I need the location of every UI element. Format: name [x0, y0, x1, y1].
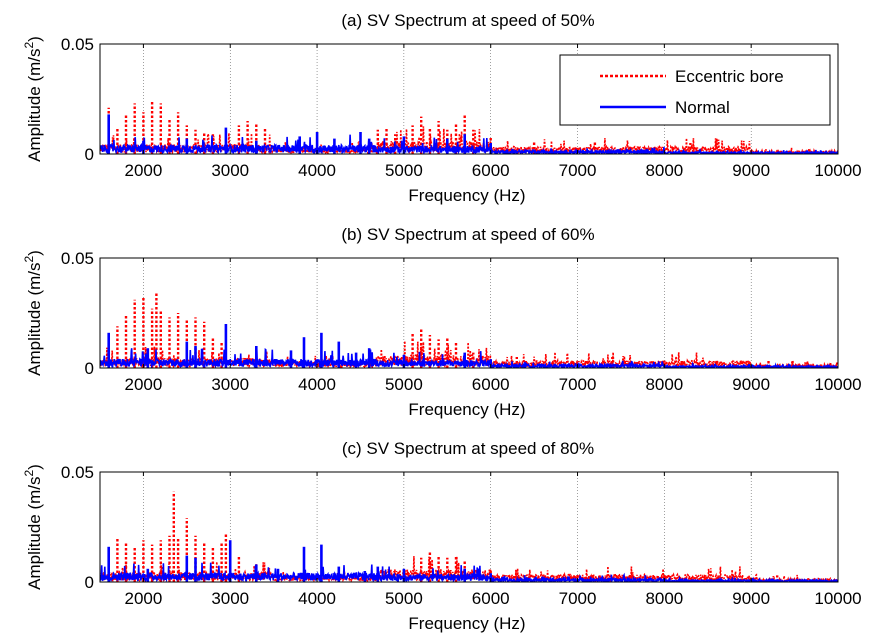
- subplot-title: (a) SV Spectrum at speed of 50%: [341, 11, 594, 30]
- x-tick-label: 2000: [124, 589, 162, 608]
- x-tick-label: 4000: [298, 589, 336, 608]
- x-axis-label: Frequency (Hz): [408, 186, 525, 205]
- x-tick-label: 7000: [559, 375, 597, 394]
- y-axis-label-text: Amplitude (m/s: [25, 262, 44, 375]
- x-tick-label: 9000: [732, 589, 770, 608]
- y-tick-label: 0: [85, 359, 94, 378]
- y-tick-label: 0: [85, 145, 94, 164]
- y-axis-label: Amplitude (m/s2): [22, 464, 44, 590]
- y-axis-label-sup: 2: [22, 469, 36, 476]
- x-tick-label: 6000: [472, 375, 510, 394]
- x-tick-label: 6000: [472, 589, 510, 608]
- y-axis-label-close: ): [25, 250, 44, 256]
- y-axis-label-text: Amplitude (m/s: [25, 48, 44, 161]
- x-axis-label: Frequency (Hz): [408, 614, 525, 633]
- subplot-b: 2000 3000 4000 5000 6000 7000 8000 9000 10000 0 0.…: [22, 225, 862, 419]
- x-tick-label: 8000: [645, 161, 683, 180]
- x-tick-label: 3000: [211, 161, 249, 180]
- y-tick-label: 0.05: [61, 35, 94, 54]
- x-axis-label: Frequency (Hz): [408, 400, 525, 419]
- series-normal-line: [100, 347, 838, 368]
- x-tick-label: 2000: [124, 375, 162, 394]
- y-axis-label-close: ): [25, 36, 44, 42]
- series-normal-line: [100, 562, 838, 582]
- y-tick-label: 0.05: [61, 463, 94, 482]
- x-tick-label: 5000: [385, 375, 423, 394]
- legend: Eccentric bore Normal: [559, 54, 831, 126]
- legend-box: [559, 54, 831, 126]
- x-tick-label: 2000: [124, 161, 162, 180]
- y-axis-label-sup: 2: [22, 255, 36, 262]
- legend-label-normal: Normal: [675, 98, 730, 117]
- axes-box: [99, 471, 839, 583]
- x-tick-label: 10000: [814, 375, 861, 394]
- x-tick-label: 8000: [645, 589, 683, 608]
- x-tick-label: 4000: [298, 161, 336, 180]
- subplot-title: (c) SV Spectrum at speed of 80%: [342, 439, 594, 458]
- x-tick-label: 6000: [472, 161, 510, 180]
- x-tick-label: 3000: [211, 589, 249, 608]
- legend-label-eccentric-bore: Eccentric bore: [675, 67, 784, 86]
- x-tick-label: 4000: [298, 375, 336, 394]
- y-axis-label-text: Amplitude (m/s: [25, 476, 44, 589]
- x-tick-label: 9000: [732, 161, 770, 180]
- y-tick-label: 0: [85, 573, 94, 592]
- axes-box: [99, 257, 839, 369]
- y-axis-label: Amplitude (m/s2): [22, 36, 44, 162]
- y-axis-label-close: ): [25, 464, 44, 470]
- y-axis-label: Amplitude (m/s2): [22, 250, 44, 376]
- x-tick-label: 10000: [814, 161, 861, 180]
- x-tick-label: 7000: [559, 589, 597, 608]
- subplot-c: 2000 3000 4000 5000 6000 7000 8000 9000 10000 0 0.…: [22, 439, 862, 633]
- y-axis-label-sup: 2: [22, 41, 36, 48]
- x-tick-label: 5000: [385, 589, 423, 608]
- x-tick-label: 5000: [385, 161, 423, 180]
- subplot-title: (b) SV Spectrum at speed of 60%: [341, 225, 594, 244]
- series-normal-line: [100, 134, 838, 154]
- axes-box: [99, 43, 839, 155]
- x-tick-label: 8000: [645, 375, 683, 394]
- x-tick-label: 3000: [211, 375, 249, 394]
- x-tick-label: 10000: [814, 589, 861, 608]
- y-tick-label: 0.05: [61, 249, 94, 268]
- x-tick-label: 7000: [559, 161, 597, 180]
- subplot-a: 2000 3000 4000 5000 6000 7000 8000 9000 10000 0 0.…: [22, 11, 862, 205]
- x-tick-label: 9000: [732, 375, 770, 394]
